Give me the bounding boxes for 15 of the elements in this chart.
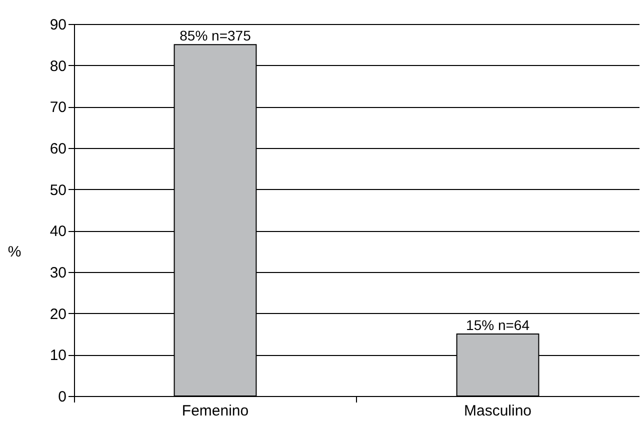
y-tick-label: 20 [50,306,66,323]
y-tick-label: 10 [50,347,66,364]
y-tick-label: 60 [50,140,66,158]
x-tick-label: Femenino [182,402,249,420]
y-tick-label: 90 [50,16,66,34]
x-tick-label: Masculino [464,402,532,420]
y-tick-label: 80 [50,58,66,75]
y-axis-title: % [8,244,22,260]
y-tick-label: 50 [50,182,66,199]
data-label: 85% n=375 [180,28,252,44]
data-label: 15% n=64 [466,317,530,333]
y-tick-label: 30 [50,264,66,282]
y-tick-label: 70 [50,99,66,116]
y-tick-label: 0 [58,388,66,406]
y-tick-label: 40 [50,223,66,240]
